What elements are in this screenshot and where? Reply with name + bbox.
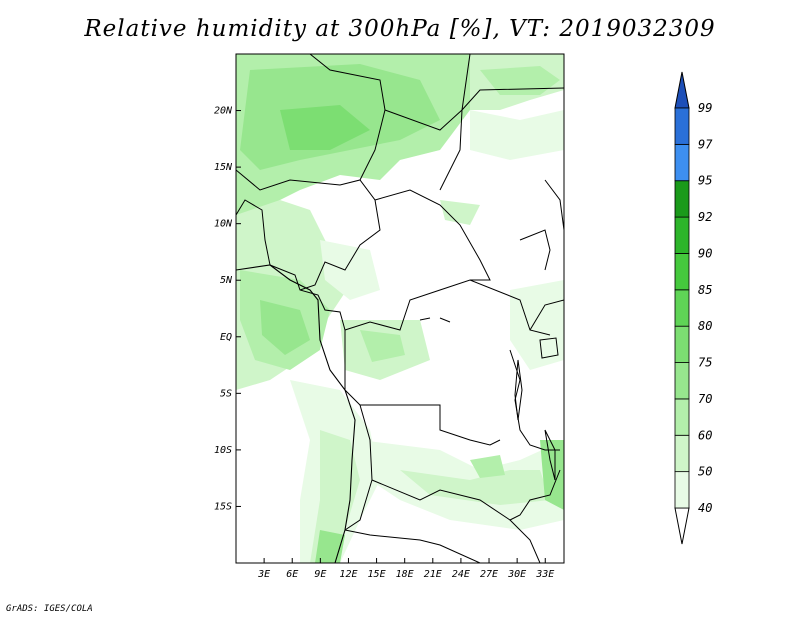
colorbar-level-label: 99 xyxy=(698,101,712,115)
colorbar-swatch xyxy=(674,362,690,400)
colorbar-swatch xyxy=(674,143,690,182)
lon-tick-label: 3E xyxy=(257,569,270,580)
colorbar-swatch xyxy=(674,107,690,145)
colorbar-level-label: 97 xyxy=(698,137,713,151)
colorbar-swatch xyxy=(674,434,690,473)
lat-tick-label: 20N xyxy=(214,106,233,117)
colorbar-above-triangle xyxy=(674,71,690,109)
colorbar-swatch xyxy=(674,253,690,291)
country-borders xyxy=(236,54,564,563)
lat-tick-label: 10N xyxy=(214,219,233,230)
lon-tick-label: 15E xyxy=(368,569,386,580)
colorbar-swatch xyxy=(674,325,690,363)
colorbar-level-label: 50 xyxy=(698,465,712,479)
lon-tick-label: 21E xyxy=(424,569,442,580)
lat-tick-label: 15N xyxy=(214,162,233,173)
lat-tick-label: 10S xyxy=(214,445,232,456)
colorbar-swatch xyxy=(674,398,690,436)
colorbar-swatch xyxy=(674,180,690,218)
humidity-shading xyxy=(236,54,564,563)
latitude-axis: 20N 15N 10N 5N EQ 5S 10S 15S xyxy=(214,106,241,512)
map-title: Relative humidity at 300hPa [%], VT: 201… xyxy=(84,16,716,42)
lon-tick-label: 30E xyxy=(507,569,526,580)
map-frame xyxy=(235,53,565,564)
lon-tick-label: 27E xyxy=(480,569,498,580)
colorbar-level-label: 75 xyxy=(698,356,712,370)
colorbar-level-label: 60 xyxy=(698,428,712,442)
colorbar-level-label: 70 xyxy=(698,392,712,406)
colorbar-level-label: 92 xyxy=(698,210,712,224)
lat-tick-label: EQ xyxy=(220,332,232,343)
colorbar-swatch xyxy=(674,289,690,327)
colorbar-swatch xyxy=(674,216,690,254)
colorbar: 40 50 60 70 75 80 85 90 92 95 97 99 xyxy=(674,71,713,545)
lat-tick-label: 5N xyxy=(220,275,233,286)
lon-tick-label: 9E xyxy=(314,569,326,580)
credit-footer: GrADS: IGES/COLA xyxy=(6,604,93,614)
longitude-axis: 3E 6E 9E 12E 15E 18E 21E 24E 27E 30E 33E xyxy=(257,558,554,580)
lon-tick-label: 18E xyxy=(396,569,414,580)
lat-tick-label: 15S xyxy=(214,501,232,512)
lon-tick-label: 6E xyxy=(286,569,298,580)
colorbar-level-label: 85 xyxy=(698,283,712,297)
colorbar-level-label: 90 xyxy=(698,246,712,260)
lat-tick-label: 5S xyxy=(220,388,232,399)
lon-tick-label: 24E xyxy=(452,569,470,580)
lon-tick-label: 12E xyxy=(339,569,357,580)
colorbar-level-label: 80 xyxy=(698,319,712,333)
lon-tick-label: 33E xyxy=(535,569,554,580)
colorbar-swatch xyxy=(674,471,690,509)
colorbar-below-triangle xyxy=(674,507,690,545)
colorbar-level-label: 95 xyxy=(698,174,712,188)
colorbar-level-label: 40 xyxy=(698,501,712,515)
